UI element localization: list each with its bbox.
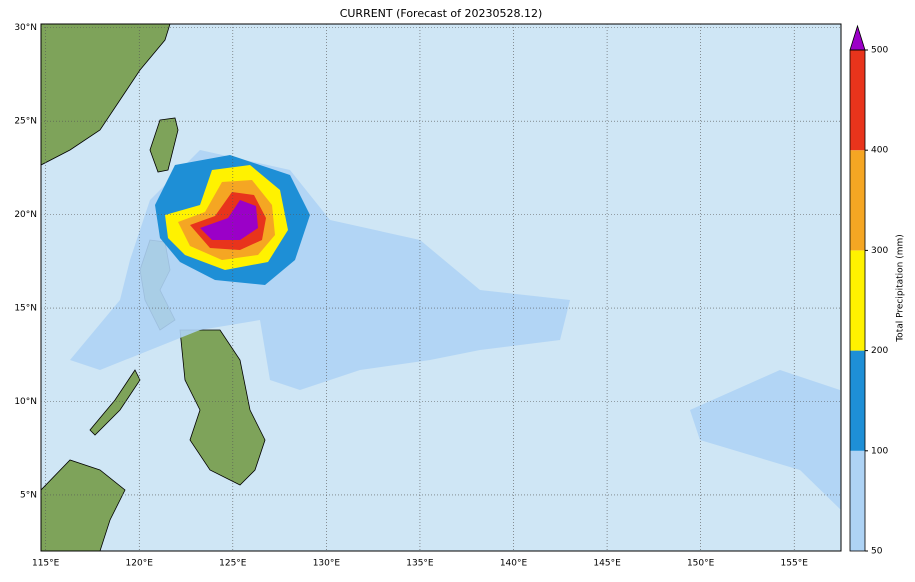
lat-tick-label: 10°N xyxy=(14,397,37,407)
colorbar-tick-label: 50 xyxy=(871,547,883,557)
colorbar-segment xyxy=(850,50,865,151)
colorbar-segment xyxy=(850,350,865,451)
lat-tick-label: 20°N xyxy=(14,210,37,220)
land-mindanao xyxy=(179,329,266,486)
lon-tick-label: 120°E xyxy=(126,559,154,569)
precip-area xyxy=(690,370,841,510)
colorbar-extend xyxy=(849,24,866,51)
colorbar-label: Total Precipitation (mm) xyxy=(896,234,906,343)
lon-tick-label: 150°E xyxy=(687,559,715,569)
precip-area xyxy=(200,200,258,240)
colorbar-segment xyxy=(850,150,865,251)
land-palawan xyxy=(89,369,141,436)
map-frame xyxy=(40,23,842,552)
colorbar-segment xyxy=(850,450,865,551)
lon-tick-label: 155°E xyxy=(781,559,809,569)
lon-tick-label: 140°E xyxy=(500,559,528,569)
colorbar-frame xyxy=(849,49,866,552)
lon-tick-label: 115°E xyxy=(32,559,60,569)
lat-tick-label: 15°N xyxy=(14,304,37,314)
title: CURRENT (Forecast of 20230528.12) xyxy=(340,7,543,20)
lon-tick-label: 145°E xyxy=(593,559,621,569)
colorbar-tick-label: 400 xyxy=(871,146,888,156)
lon-tick-label: 125°E xyxy=(219,559,247,569)
lon-tick-label: 135°E xyxy=(406,559,434,569)
lat-tick-label: 25°N xyxy=(14,117,37,127)
lat-tick-label: 5°N xyxy=(20,490,37,500)
colorbar-tick-label: 100 xyxy=(871,446,888,456)
land-china xyxy=(41,24,171,166)
land-taiwan xyxy=(149,117,179,173)
map-layers xyxy=(41,24,841,551)
colorbar-tick-label: 200 xyxy=(871,346,888,356)
colorbar-tick-label: 300 xyxy=(871,246,888,256)
lat-tick-label: 30°N xyxy=(14,23,37,33)
colorbar-segment xyxy=(850,250,865,351)
colorbar-tick-label: 500 xyxy=(871,46,888,56)
land-borneo xyxy=(41,459,126,551)
lon-tick-label: 130°E xyxy=(313,559,341,569)
